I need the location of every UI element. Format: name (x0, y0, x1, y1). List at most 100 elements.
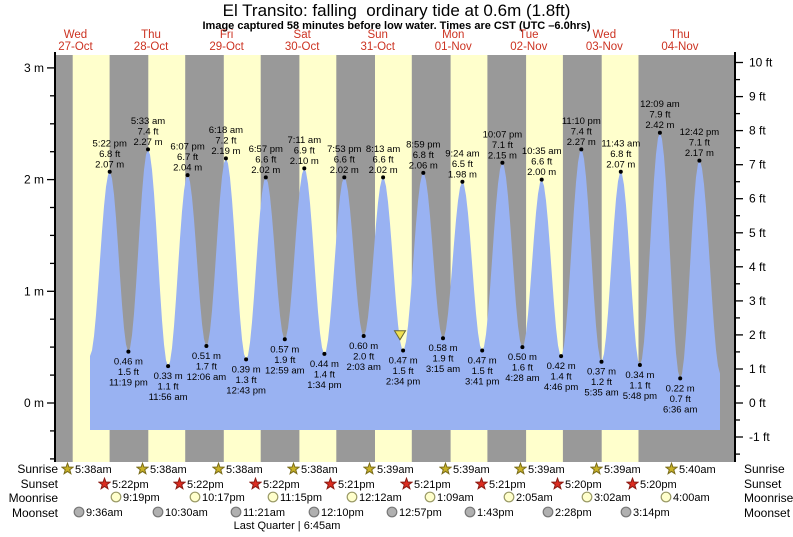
sunrise-star-icon (286, 461, 301, 475)
svg-text:6.8 ft: 6.8 ft (99, 149, 120, 160)
left-axis-tick-label: 0 m (24, 396, 44, 410)
svg-text:5:22 pm: 5:22 pm (93, 138, 127, 149)
day-weekday: Tue (519, 29, 538, 41)
svg-text:0.22 m: 0.22 m (666, 383, 695, 394)
high-tide-label: 12:42 pm7.1 ft2.17 m (680, 127, 720, 159)
svg-text:10:07 pm: 10:07 pm (483, 129, 523, 140)
high-tide-label: 8:59 pm6.8 ft2.06 m (406, 139, 440, 171)
sunset-time: 5:21pm (323, 476, 375, 492)
svg-text:0.44 m: 0.44 m (310, 359, 339, 370)
high-tide-label: 10:07 pm7.1 ft2.15 m (483, 129, 523, 161)
svg-text:6.6 ft: 6.6 ft (255, 154, 276, 165)
sunset-time: 5:20pm (625, 476, 677, 492)
sunset-star-icon (550, 476, 565, 490)
high-tide-dot (618, 169, 623, 174)
low-tide-dot (282, 337, 287, 342)
svg-text:2.06 m: 2.06 m (409, 160, 438, 171)
right-axis-tick-label: 2 ft (749, 328, 766, 342)
high-tide-label: 7:11 am6.9 ft2.10 m (287, 135, 321, 167)
day-date: 01-Nov (435, 41, 472, 53)
svg-text:0.47 m: 0.47 m (389, 356, 418, 367)
low-tide-dot (520, 345, 525, 350)
svg-text:7.1 ft: 7.1 ft (689, 138, 710, 149)
moonrise-moon-icon (503, 491, 515, 503)
svg-text:2.10 m: 2.10 m (290, 156, 319, 167)
low-tide-label: 0.34 m1.1 ft5:48 pm (623, 370, 657, 402)
right-axis-tick-label: 9 ft (749, 90, 766, 104)
day-date: 03-Nov (586, 41, 623, 53)
right-axis-tick-label: 8 ft (749, 124, 766, 138)
svg-text:1.6 ft: 1.6 ft (512, 363, 533, 374)
svg-text:12:42 pm: 12:42 pm (680, 127, 720, 138)
high-tide-label: 10:35 am6.6 ft2.00 m (522, 146, 562, 178)
svg-text:0.58 m: 0.58 m (428, 343, 457, 354)
low-tide-label: 0.22 m0.7 ft6:36 am (663, 383, 697, 415)
svg-text:6.8 ft: 6.8 ft (610, 149, 631, 160)
svg-text:6.9 ft: 6.9 ft (294, 145, 315, 156)
high-tide-dot (263, 175, 268, 180)
svg-text:0.39 m: 0.39 m (232, 364, 261, 375)
moonset-moon-icon (620, 506, 632, 518)
low-tide-dot (637, 363, 642, 367)
chart-subtitle: Image captured 58 minutes before low wat… (202, 20, 591, 32)
left-axis-tick-label: 2 m (24, 173, 44, 187)
high-tide-dot (460, 179, 465, 184)
low-tide-label: 0.42 m1.4 ft4:46 pm (544, 361, 578, 393)
svg-text:2.19 m: 2.19 m (211, 146, 240, 157)
sunset-star-icon (399, 476, 414, 490)
moon-phase-note: Last Quarter | 6:45am (233, 520, 341, 532)
moonset-row-label-left: Moonset (11, 506, 58, 520)
low-tide-label: 0.44 m1.4 ft1:34 pm (307, 359, 341, 391)
moonrise-time: 11:15pm (267, 491, 322, 505)
svg-text:12:43 pm: 12:43 pm (226, 385, 266, 396)
right-axis-tick-label: 0 ft (749, 396, 766, 410)
svg-text:7:11 am: 7:11 am (287, 135, 321, 146)
sunrise-star-icon (513, 461, 528, 475)
sunset-row-label-right: Sunset (744, 477, 782, 491)
svg-text:0.60 m: 0.60 m (349, 341, 378, 352)
sunset-time: 5:21pm (474, 476, 526, 492)
svg-text:6:18 am: 6:18 am (209, 125, 243, 136)
svg-text:1.1 ft: 1.1 ft (629, 381, 650, 392)
svg-text:6:36 am: 6:36 am (663, 404, 697, 415)
svg-text:5:48 pm: 5:48 pm (623, 391, 657, 402)
high-tide-dot (579, 147, 584, 152)
moonset-time: 11:21am (230, 506, 285, 520)
svg-text:1.1 ft: 1.1 ft (158, 382, 179, 393)
sunset-time: 5:21pm (399, 476, 451, 492)
moonset-moon-icon (464, 506, 476, 518)
low-tide-dot (166, 364, 171, 369)
svg-text:1.9 ft: 1.9 ft (274, 355, 295, 366)
svg-text:3:41 pm: 3:41 pm (465, 377, 499, 388)
svg-text:8:13 am: 8:13 am (366, 144, 400, 155)
right-axis-tick-label: 4 ft (749, 260, 766, 274)
sunrise-time: 5:39am (513, 461, 565, 477)
high-tide-label: 6:57 pm6.6 ft2.02 m (249, 144, 283, 176)
moonrise-moon-icon (424, 491, 436, 503)
high-tide-label: 8:13 am6.6 ft2.02 m (366, 144, 400, 176)
svg-text:6.6 ft: 6.6 ft (531, 157, 552, 168)
moonrise-moon-icon (660, 491, 672, 503)
high-tide-dot (421, 170, 426, 175)
day-weekday: Sun (367, 29, 387, 41)
sunrise-time: 5:38am (286, 461, 338, 477)
svg-text:0.51 m: 0.51 m (192, 351, 221, 362)
svg-text:2.02 m: 2.02 m (251, 165, 280, 176)
svg-text:1:34 pm: 1:34 pm (307, 380, 341, 391)
svg-text:6.6 ft: 6.6 ft (373, 154, 394, 165)
sunrise-star-icon (135, 461, 150, 475)
sunrise-star-icon (60, 461, 75, 475)
moonrise-moon-icon (346, 491, 358, 503)
moonrise-time: 3:02am (581, 491, 631, 505)
svg-text:1.98 m: 1.98 m (448, 169, 477, 180)
svg-text:0.47 m: 0.47 m (468, 356, 497, 367)
high-tide-label: 5:22 pm6.8 ft2.07 m (93, 138, 127, 170)
svg-text:1.7 ft: 1.7 ft (196, 362, 217, 373)
low-tide-dot (322, 351, 327, 356)
